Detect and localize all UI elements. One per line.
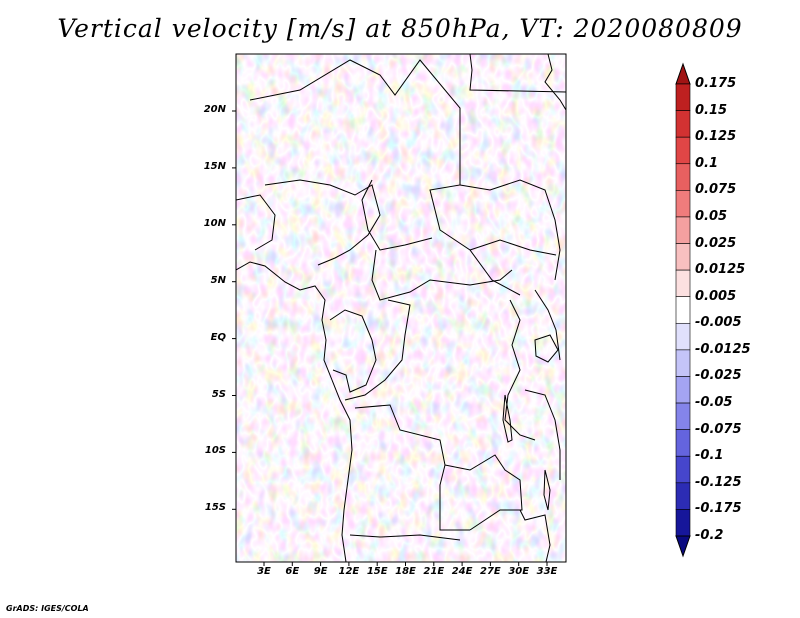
lon-label: 12E [338,566,360,577]
west-africa-coastline [236,261,353,562]
colorbar-segment [675,190,691,218]
sudan-border [459,179,561,281]
drc-border [344,299,411,401]
mozambique-border [519,509,551,562]
colorbar-segment [675,216,691,244]
colorbar-label: 0.005 [695,288,737,304]
lat-label: 20N [203,104,226,115]
lon-label: 24E [451,566,473,577]
colorbar-segment [675,269,691,298]
colorbar-bottom-arrow [675,535,691,558]
angola-border [354,404,470,531]
lat-label: 10N [203,217,226,229]
colorbar-segment [675,110,691,138]
lat-label: 15N [203,160,226,172]
red-sea-coast [544,54,566,111]
colorbar-segment [675,376,691,404]
lon-label: 27E [480,566,501,577]
colorbar-label: -0.025 [695,368,742,384]
colorbar-label: 0.075 [695,182,737,198]
colorbar-segment [675,349,691,377]
central-africa-border [371,249,513,301]
colorbar-segment [675,296,691,324]
colorbar-label: 0.05 [695,208,728,224]
lon-label: 15E [366,566,388,577]
colorbar-segment [675,163,691,191]
lake-tanganyika [502,394,513,443]
colorbar-label: 0.175 [695,76,737,91]
colorbar-segment [675,322,691,351]
drc-east-border [504,299,536,441]
colorbar-segment [675,429,691,457]
zambia-border [444,454,523,531]
lon-label: 21E [423,566,445,577]
colorbar-segment [675,243,691,271]
colorbar-label: -0.05 [695,395,733,411]
colorbar-label: -0.125 [695,474,742,490]
kenya-border [534,289,561,361]
colorbar-label: -0.005 [695,315,742,331]
mali-border [236,194,276,251]
libya-egypt-border [469,54,566,93]
lon-label: 9E [313,566,328,577]
lon-label: 18E [395,566,416,577]
colorbar-segment [675,136,691,165]
lon-label: 33E [536,566,558,577]
congo-border [329,309,377,393]
colorbar-top-arrow [675,62,691,85]
tanzania-border [524,389,561,480]
map-frame [235,53,567,563]
lat-label: 10S [204,445,226,457]
grads-credit: GrADS: IGES/COLA [6,604,89,613]
velocity-field [236,54,566,562]
lon-label: 6E [285,566,300,577]
colorbar-label: 0.025 [695,235,737,251]
colorbar-label: 0.125 [695,129,737,145]
colorbar-label: -0.175 [695,501,742,517]
lat-label: 15S [204,502,226,514]
map-title: Vertical velocity [m/s] at 850hPa, VT: 2… [57,14,743,43]
axis-ticks [232,110,548,566]
country-borders [236,54,566,562]
colorbar-label: 0.0125 [695,262,746,278]
lon-label: 3E [257,566,271,577]
lat-label: EQ [210,331,226,343]
colorbar-segment [675,482,691,510]
colorbar-label: -0.2 [695,528,724,543]
colorbar-label: 0.1 [695,155,719,171]
lake-victoria [534,334,559,363]
lake-malawi [543,469,551,511]
colorbar-segment [675,402,691,430]
namibia-border [349,534,461,541]
colorbar-label: -0.1 [695,448,724,464]
lat-label: 5S [211,388,226,400]
colorbar-label: -0.075 [695,421,742,437]
colorbar-segment [675,509,691,537]
lat-label: 5N [210,274,226,286]
south-sudan-border [469,239,557,256]
chad-border [361,179,433,251]
lon-label: 30E [508,566,530,577]
colorbar-segment [675,455,691,484]
colorbar-label: -0.0125 [695,341,751,357]
colorbar-segment [675,83,691,111]
colorbar-label: 0.15 [695,102,728,118]
colorbar [675,62,691,558]
nigeria-border [264,179,381,266]
